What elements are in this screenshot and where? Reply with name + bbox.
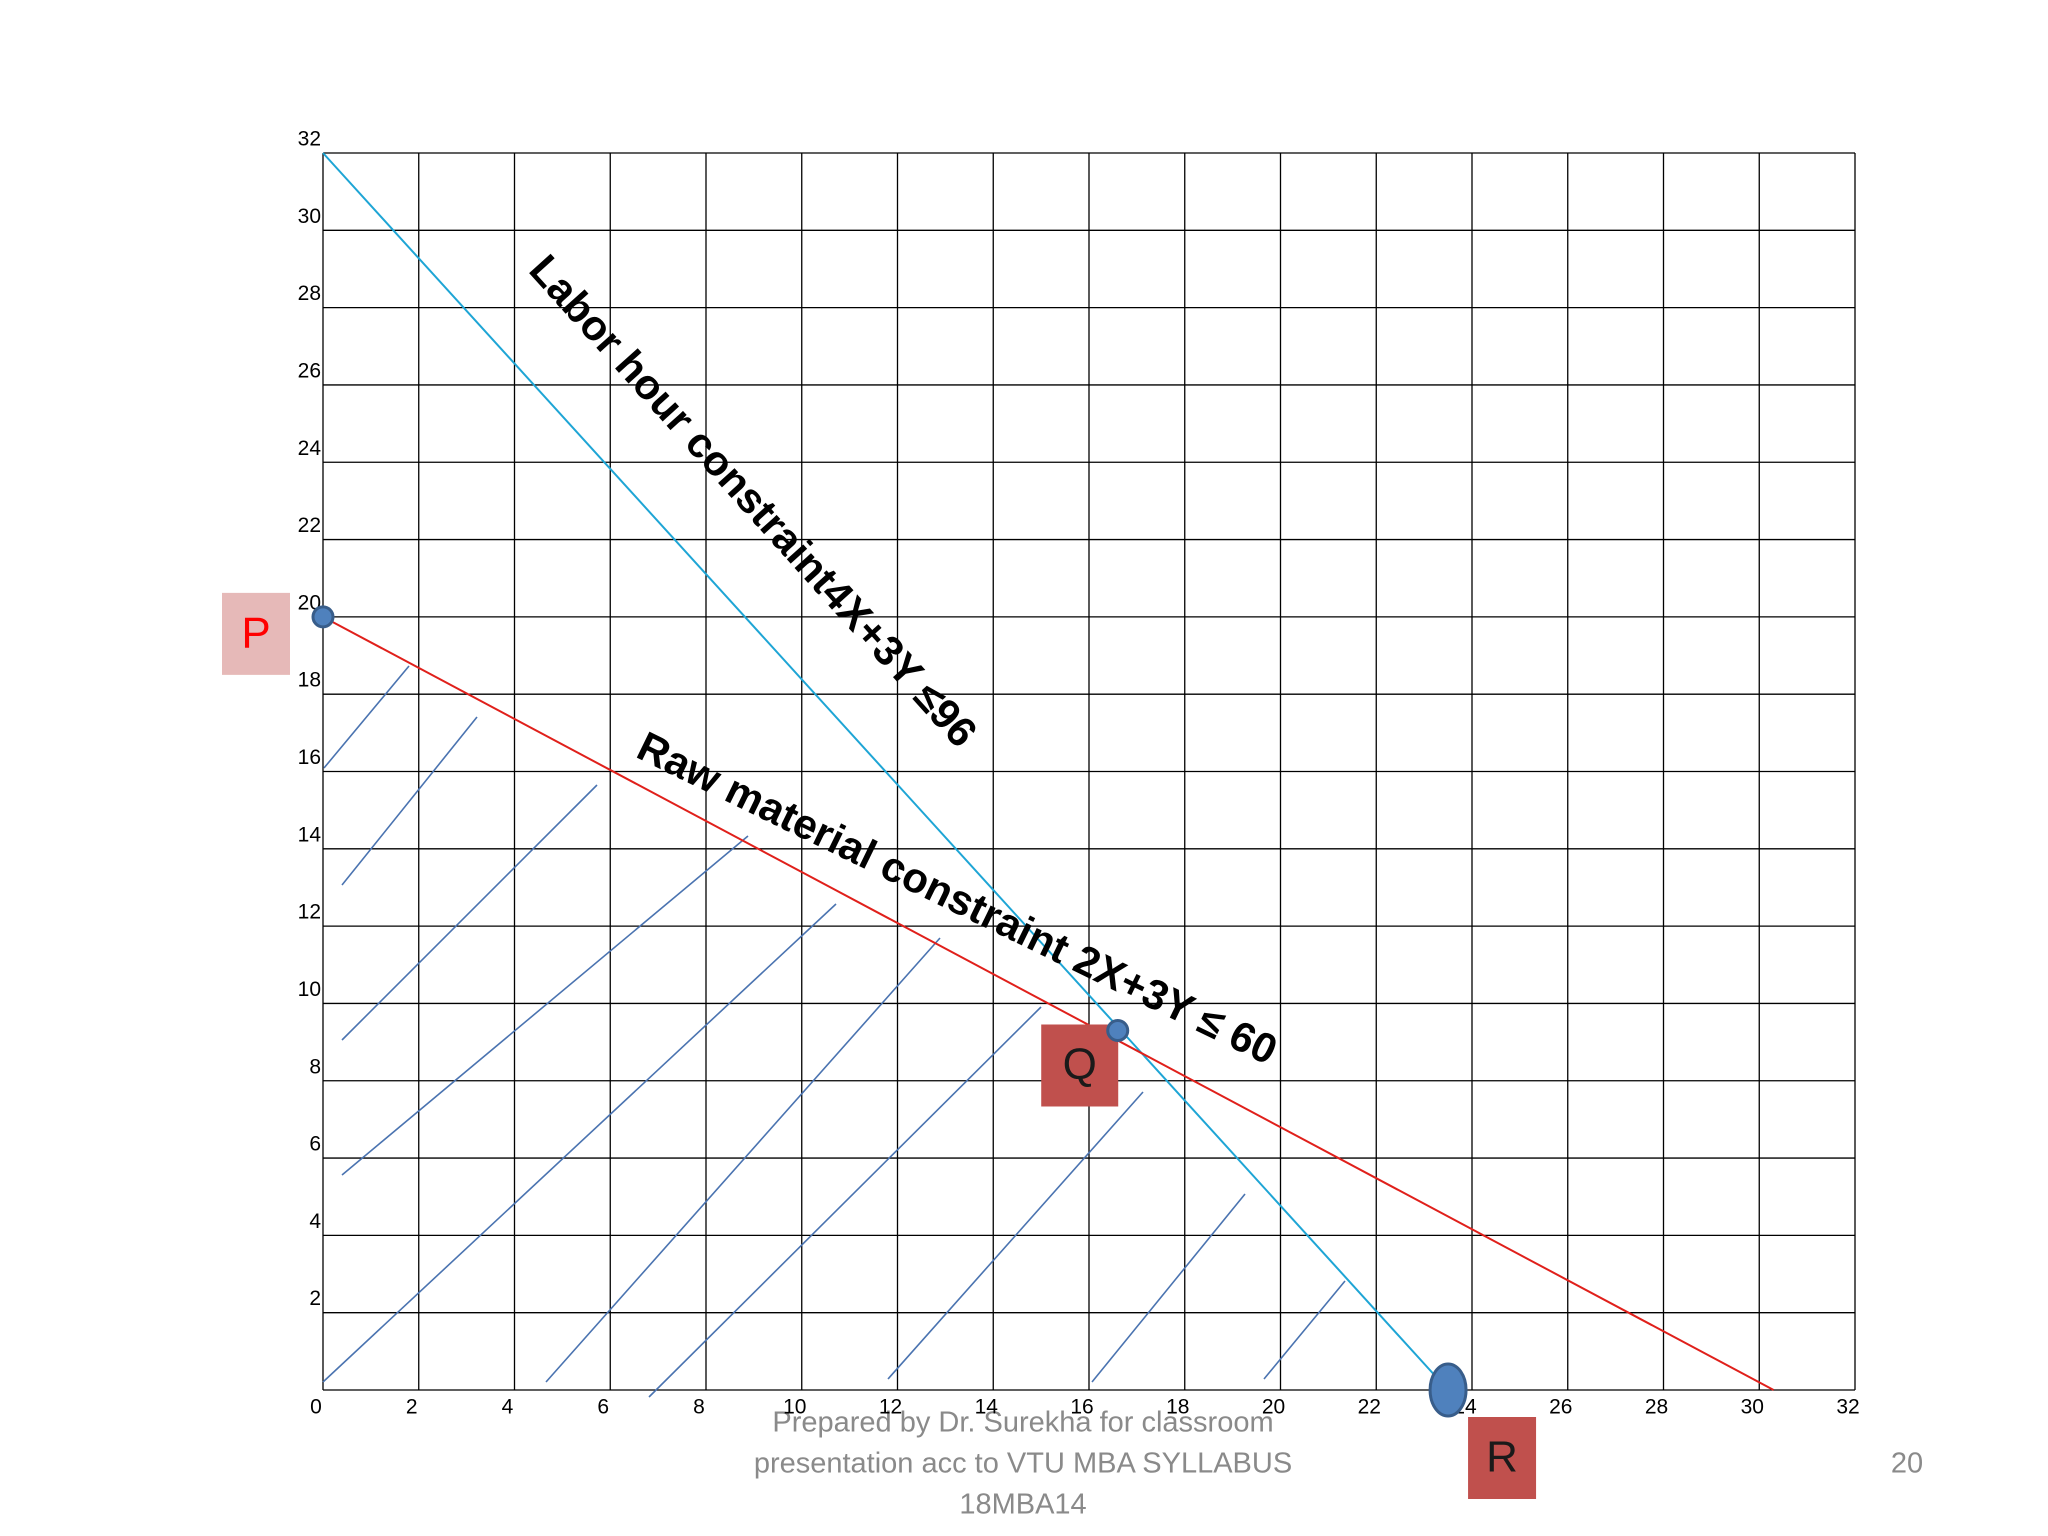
x-tick-label: 14 <box>975 1396 999 1419</box>
x-tick-label: 26 <box>1549 1396 1572 1419</box>
y-tick-label: 18 <box>298 669 321 692</box>
x-tick-label: 10 <box>783 1396 806 1419</box>
footer-credit: presentation acc to VTU MBA SYLLABUS <box>754 1448 1292 1480</box>
y-tick-label: 24 <box>298 437 322 460</box>
x-tick-label: 32 <box>1836 1396 1859 1419</box>
y-tick-label: 14 <box>298 823 322 846</box>
y-tick-label: 16 <box>298 746 321 769</box>
constraint-label: Raw material constraint 2X+3Y ≤ 60 <box>630 722 1284 1073</box>
point-label: Q <box>1063 1040 1097 1089</box>
constraint-label: Labor hour constraint4X+3Y ≤96 <box>521 246 987 756</box>
page-number: 20 <box>1891 1448 1923 1480</box>
x-tick-label: 16 <box>1070 1396 1093 1419</box>
footer-credit: Prepared by Dr. Surekha for classroom <box>772 1407 1273 1439</box>
x-tick-label: 20 <box>1262 1396 1285 1419</box>
x-tick-label: 22 <box>1358 1396 1381 1419</box>
y-tick-label: 8 <box>309 1055 321 1078</box>
y-tick-label: 32 <box>298 128 321 151</box>
y-tick-label: 2 <box>309 1287 321 1310</box>
x-tick-label: 0 <box>310 1396 322 1419</box>
x-tick-label: 6 <box>597 1396 609 1419</box>
y-tick-label: 6 <box>309 1133 321 1156</box>
x-tick-label: 12 <box>879 1396 902 1419</box>
footer-credit: 18MBA14 <box>959 1489 1086 1521</box>
y-tick-label: 26 <box>298 359 321 382</box>
y-tick-label: 22 <box>298 514 321 537</box>
y-tick-label: 30 <box>298 205 321 228</box>
x-tick-label: 2 <box>406 1396 418 1419</box>
y-tick-label: 10 <box>298 978 321 1001</box>
constraint-line <box>322 615 1775 1391</box>
point-label: R <box>1486 1433 1518 1482</box>
x-tick-label: 18 <box>1166 1396 1189 1419</box>
y-tick-label: 4 <box>309 1210 321 1233</box>
y-tick-label: 12 <box>298 901 321 924</box>
x-tick-label: 28 <box>1645 1396 1668 1419</box>
point-label-box <box>1468 1417 1537 1499</box>
point-marker <box>1106 1018 1130 1042</box>
point-label-box <box>1041 1024 1119 1107</box>
point-label-box <box>222 592 290 675</box>
point-marker <box>311 605 335 629</box>
point-marker <box>1428 1362 1468 1418</box>
constraint-line <box>322 152 1449 1391</box>
x-tick-label: 30 <box>1741 1396 1764 1419</box>
grid <box>322 152 1856 1391</box>
feasible-region-hatching <box>322 665 1346 1398</box>
point-label: P <box>241 609 270 658</box>
y-tick-label: 28 <box>298 282 321 305</box>
x-tick-label: 8 <box>693 1396 705 1419</box>
x-tick-label: 4 <box>502 1396 514 1419</box>
